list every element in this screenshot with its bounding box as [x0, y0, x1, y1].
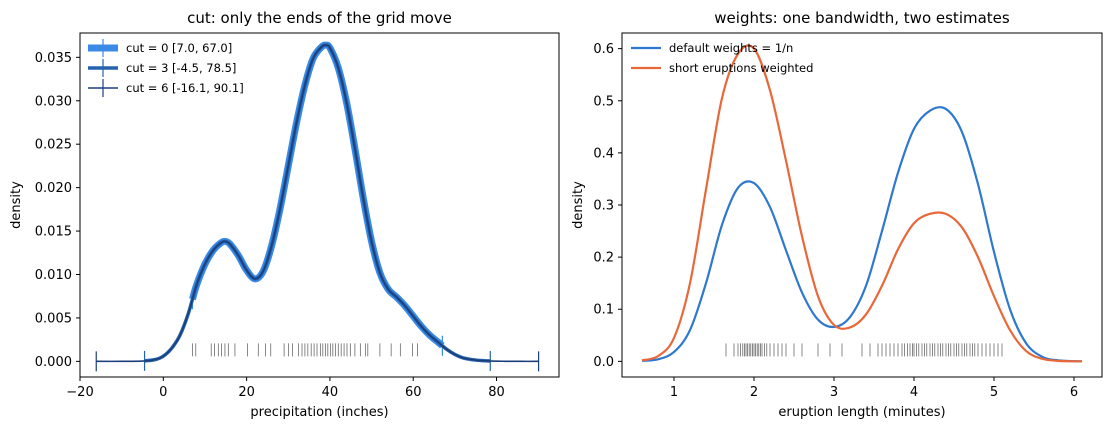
- legend-label: short eruptions weighted: [669, 61, 813, 75]
- y-tick-label: 0.0: [593, 355, 614, 370]
- series-cut-2: [95, 44, 540, 372]
- right-axes-frame: [621, 32, 1103, 378]
- y-tick-label: 0.6: [593, 42, 614, 57]
- x-tick-label: 0: [159, 385, 167, 400]
- left-y-axis: 0.000 0.005 0.010 0.015 0.020 0.025 0.030 0.035: [35, 51, 80, 370]
- left-chart-title: cut: only the ends of the grid move: [187, 9, 452, 27]
- y-tick-label: 0.025: [35, 138, 72, 153]
- left-plot-area: [95, 41, 540, 372]
- legend-item: cut = 3 [-4.5, 78.5]: [88, 59, 236, 77]
- left-x-axis-label: precipitation (inches): [250, 405, 388, 420]
- series-line-0: [641, 106, 1083, 363]
- y-tick-label: 0.2: [593, 251, 614, 266]
- x-tick-label: −20: [66, 385, 93, 400]
- legend-item: default weights = 1/n: [631, 41, 793, 55]
- x-tick-label: 20: [238, 385, 255, 400]
- y-tick-label: 0.5: [593, 94, 614, 109]
- x-tick-label: 4: [910, 385, 918, 400]
- legend-label: default weights = 1/n: [669, 41, 793, 55]
- y-tick-label: 0.035: [35, 51, 72, 66]
- right-x-axis: 1 2 3 4 5 6: [670, 377, 1078, 400]
- x-tick-label: 2: [750, 385, 758, 400]
- legend-item: short eruptions weighted: [631, 61, 813, 75]
- x-tick-label: 80: [488, 385, 505, 400]
- left-axes-frame: [79, 32, 560, 378]
- y-tick-label: 0.000: [35, 355, 72, 370]
- x-tick-label: 3: [830, 385, 838, 400]
- x-tick-label: 6: [1070, 385, 1078, 400]
- y-tick-label: 0.4: [593, 146, 614, 161]
- left-chart-panel: cut: only the ends of the grid move −20 0…: [9, 9, 560, 420]
- y-tick-label: 0.015: [35, 225, 72, 240]
- x-tick-label: 40: [322, 385, 339, 400]
- legend-item: cut = 0 [7.0, 67.0]: [88, 39, 232, 57]
- left-y-axis-label: density: [9, 181, 24, 229]
- right-chart-panel: weights: one bandwidth, two estimates 1 2…: [571, 9, 1103, 420]
- series-line-1: [641, 44, 1083, 363]
- right-y-axis: 0.0 0.1 0.2 0.3 0.4 0.5 0.6: [593, 42, 622, 370]
- x-tick-label: 5: [990, 385, 998, 400]
- y-tick-label: 0.005: [35, 311, 72, 326]
- left-x-axis: −20 0 20 40 60 80: [66, 377, 505, 400]
- right-plot-area: [641, 44, 1083, 363]
- right-chart-title: weights: one bandwidth, two estimates: [714, 9, 1010, 27]
- rug-plot: [192, 343, 418, 357]
- right-legend: default weights = 1/n short eruptions wei…: [631, 41, 813, 75]
- rug-plot: [725, 343, 1003, 357]
- right-y-axis-label: density: [571, 181, 586, 229]
- y-tick-label: 0.030: [35, 94, 72, 109]
- legend-item: cut = 6 [-16.1, 90.1]: [88, 79, 244, 97]
- series-line: [96, 44, 539, 363]
- legend-label: cut = 6 [-16.1, 90.1]: [126, 81, 244, 95]
- left-legend: cut = 0 [7.0, 67.0] cut = 3 [-4.5, 78.5] c…: [88, 39, 244, 97]
- y-tick-label: 0.3: [593, 199, 614, 214]
- x-tick-label: 1: [670, 385, 678, 400]
- y-tick-label: 0.010: [35, 268, 72, 283]
- right-x-axis-label: eruption length (minutes): [778, 405, 945, 420]
- x-tick-label: 60: [405, 385, 422, 400]
- y-tick-label: 0.1: [593, 303, 614, 318]
- y-tick-label: 0.020: [35, 181, 72, 196]
- legend-label: cut = 3 [-4.5, 78.5]: [126, 61, 236, 75]
- legend-label: cut = 0 [7.0, 67.0]: [126, 41, 232, 55]
